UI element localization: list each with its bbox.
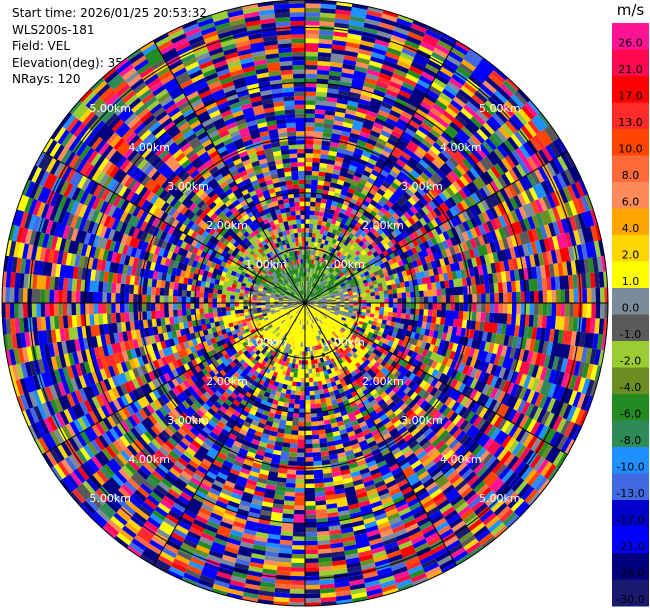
azimuth-line — [153, 302, 306, 566]
colorbar-tick-label: 6.0 — [622, 196, 640, 209]
range-ring-label: 1.00km — [245, 258, 287, 271]
colorbar-tick-label: 21.0 — [618, 63, 643, 76]
colorbar-tick-label: -2.0 — [620, 355, 641, 368]
gate-color-19 — [2, 3, 599, 600]
colorbar-swatch — [612, 500, 649, 527]
colorbar-tick-label: -4.0 — [620, 381, 641, 394]
colorbar-swatch — [612, 182, 649, 209]
colorbar-swatch — [612, 155, 649, 183]
nrays: NRays: 120 — [12, 72, 81, 86]
colorbar-swatch — [612, 23, 649, 50]
colorbar-tick-label: 13.0 — [618, 116, 643, 129]
scan-info: Start time: 2026/01/25 20:53:32 WLS200s-… — [12, 5, 207, 88]
colorbar-tick-label: -8.0 — [620, 434, 641, 447]
range-ring-label: 3.00km — [167, 414, 209, 427]
azimuth-line — [304, 302, 457, 566]
colorbar-tick-label: 10.0 — [618, 143, 643, 156]
colorbar-tick-label: 0.0 — [622, 302, 640, 315]
gate-color-6 — [2, 3, 586, 577]
range-ring-label: 5.00km — [479, 492, 521, 505]
colorbar-swatch — [612, 49, 649, 77]
colorbar-swatch — [612, 553, 649, 580]
colorbar-tick-label: -13.0 — [616, 487, 644, 500]
colorbar-tick-label: 8.0 — [622, 169, 640, 182]
colorbar-unit: m/s — [617, 1, 645, 19]
range-ring-label: 3.00km — [401, 180, 443, 193]
ppi-gates — [2, 0, 609, 607]
colorbar-swatch — [612, 76, 649, 103]
colorbar-swatch — [612, 579, 649, 607]
azimuth-line — [42, 151, 306, 304]
range-ring-label: 4.00km — [128, 141, 170, 154]
azimuth-line — [304, 40, 457, 304]
colorbar-swatch — [612, 473, 649, 501]
colorbar-tick-label: 1.0 — [622, 275, 640, 288]
colorbar-swatch — [612, 394, 649, 421]
range-ring-label: 4.00km — [128, 453, 170, 466]
instrument-name: WLS200s-181 — [12, 22, 95, 37]
range-ring-label: 5.00km — [89, 492, 131, 505]
colorbar-tick-label: -1.0 — [620, 328, 641, 341]
gate-color-17 — [5, 12, 591, 592]
colorbar-tick-label: -6.0 — [620, 408, 641, 421]
azimuth-line — [42, 302, 306, 455]
colorbar-swatch — [612, 288, 649, 315]
colorbar-swatch — [612, 526, 649, 554]
range-ring-label: 3.00km — [167, 180, 209, 193]
gate-color-20 — [2, 0, 605, 605]
colorbar-swatch — [612, 420, 649, 448]
range-ring-label: 2.00km — [206, 375, 248, 388]
colorbar-tick-label: -21.0 — [616, 540, 644, 553]
gate-color-3 — [5, 9, 609, 603]
range-ring-label: 3.00km — [401, 414, 443, 427]
colorbar-tick-label: 17.0 — [618, 90, 643, 103]
colorbar-tick-label: 2.0 — [622, 249, 640, 262]
range-ring-label: 1.00km — [245, 336, 287, 349]
colorbar-tick-label: -30.0 — [616, 593, 644, 606]
range-ring-label: 4.00km — [440, 453, 482, 466]
gate-color-1 — [20, 9, 598, 603]
range-ring-label: 1.00km — [323, 258, 365, 271]
range-ring-label: 2.00km — [206, 219, 248, 232]
colorbar-swatch — [612, 129, 649, 156]
azimuth-line — [304, 302, 568, 455]
azimuth-line — [153, 40, 306, 304]
azimuth-lines — [2, 0, 608, 606]
colorbar-swatch — [612, 447, 649, 474]
range-ring-label: 5.00km — [479, 102, 521, 115]
colorbar-tick-label: -26.0 — [616, 567, 644, 580]
gate-color-10 — [9, 6, 605, 607]
colorbar-swatch — [612, 235, 649, 262]
range-ring-label: 1.00km — [323, 336, 365, 349]
colorbar-swatch — [612, 261, 649, 289]
colorbar-tick-label: 4.0 — [622, 222, 640, 235]
range-ring-label: 5.00km — [89, 102, 131, 115]
azimuth-line — [304, 151, 568, 304]
colorbar-tick-label: -10.0 — [616, 461, 644, 474]
field-name: Field: VEL — [12, 39, 71, 53]
start-time: Start time: 2026/01/25 20:53:32 — [12, 6, 207, 20]
outer-ring — [1, 0, 609, 607]
colorbar-swatch — [612, 208, 649, 236]
elevation: Elevation(deg): 35.00 — [12, 55, 142, 70]
range-ring-label: 2.00km — [362, 219, 404, 232]
range-ring-label: 2.00km — [362, 375, 404, 388]
range-ring-label: 4.00km — [440, 141, 482, 154]
colorbar-swatch — [612, 102, 649, 130]
colorbar-tick-label: -17.0 — [616, 514, 644, 527]
colorbar-swatch — [612, 341, 649, 368]
colorbar-tick-label: 26.0 — [618, 37, 643, 50]
colorbar-swatch — [612, 367, 649, 395]
colorbar-swatch — [612, 314, 649, 342]
